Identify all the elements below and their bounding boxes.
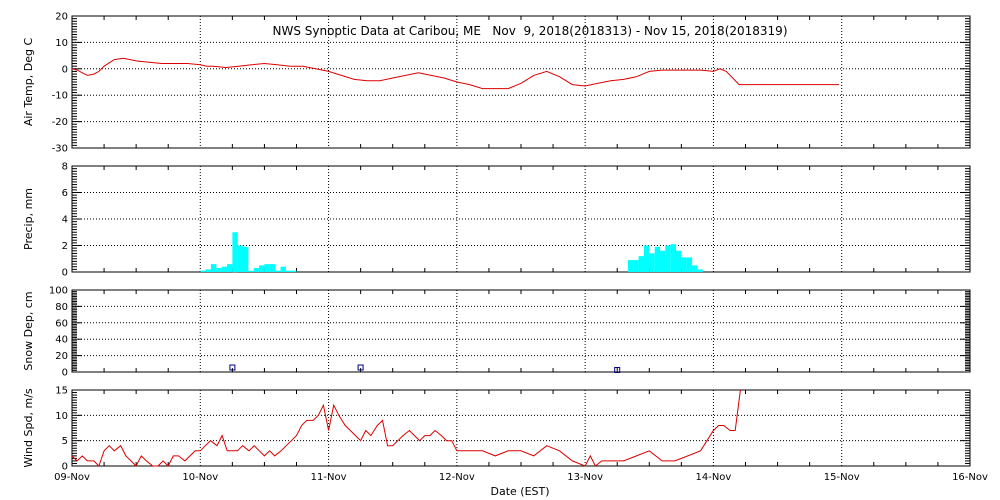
y-tick-label: 5 xyxy=(62,436,68,447)
x-tick-label: 15-Nov xyxy=(824,472,860,483)
precip-bar xyxy=(253,268,260,272)
series-line xyxy=(71,389,741,467)
x-tick-label: 11-Nov xyxy=(311,472,347,483)
precip-bar xyxy=(237,245,244,272)
chart-title: NWS Synoptic Data at Caribou, ME Nov 9, … xyxy=(272,24,787,38)
panel-precip: 0 2 4 6 8 Precip, mm xyxy=(22,162,971,279)
precip-bar xyxy=(200,270,206,272)
x-tick-label: 14-Nov xyxy=(695,472,731,483)
panel-frame xyxy=(71,389,971,467)
x-tick-label: 09-Nov xyxy=(54,472,90,483)
y-axis-title: Wind Spd, m/s xyxy=(22,388,35,468)
snow-depth-point xyxy=(229,364,236,371)
y-tick-label: 0 xyxy=(62,64,68,75)
chart-panels: -30 -20 -10 0 10 20 Air Temp, Deg C 0 2 4 6 8 Precip… xyxy=(22,12,988,484)
y-axis-title: Precip, mm xyxy=(22,188,35,250)
precip-bar xyxy=(285,270,292,272)
precip-bar xyxy=(275,270,281,272)
y-tick-label: 2 xyxy=(62,241,68,252)
panel-frame xyxy=(71,289,971,373)
y-tick-label: 20 xyxy=(55,12,68,23)
precip-bar xyxy=(665,245,671,272)
precip-bar xyxy=(232,232,238,273)
panel-snow: 0 20 40 60 80 100 Snow Dep, cm xyxy=(22,286,971,379)
y-tick-label: 20 xyxy=(55,351,68,362)
precip-bar xyxy=(681,257,687,272)
precip-bar xyxy=(248,270,254,272)
precip-bar xyxy=(638,256,644,272)
precip-bar xyxy=(280,266,286,272)
x-tick-label: 12-Nov xyxy=(439,472,475,483)
panel-temp: -30 -20 -10 0 10 20 Air Temp, Deg C xyxy=(22,12,971,155)
y-tick-label: 60 xyxy=(55,318,68,329)
precip-bar xyxy=(633,260,639,272)
precip-bar xyxy=(291,270,297,272)
y-tick-label: 10 xyxy=(55,411,68,422)
precip-bar xyxy=(649,253,655,272)
precip-bar xyxy=(227,264,233,272)
snow-depth-point xyxy=(357,364,364,371)
precip-bar xyxy=(205,269,212,272)
precip-bar xyxy=(686,257,693,272)
x-tick-label: 16-Nov xyxy=(952,472,988,483)
precip-bar xyxy=(643,245,650,272)
y-tick-label: 15 xyxy=(55,386,68,397)
x-axis-title: Date (EST) xyxy=(490,485,549,498)
y-tick-label: -10 xyxy=(52,91,68,102)
x-tick-label: 10-Nov xyxy=(182,472,218,483)
y-tick-label: 0 xyxy=(62,368,68,379)
x-tick-label: 13-Nov xyxy=(567,472,603,483)
precip-bar xyxy=(697,269,703,272)
precip-bar xyxy=(659,250,666,272)
y-tick-label: 4 xyxy=(62,215,68,226)
y-tick-label: 40 xyxy=(55,335,68,346)
precip-bar xyxy=(692,265,698,272)
precip-bar xyxy=(216,268,222,272)
panel-frame xyxy=(71,165,971,273)
y-tick-label: 0 xyxy=(62,462,68,473)
y-tick-label: -30 xyxy=(52,144,68,155)
y-tick-label: 80 xyxy=(55,302,68,313)
precip-bar xyxy=(676,250,682,272)
y-axis-title: Air Temp, Deg C xyxy=(22,38,35,127)
y-tick-label: -20 xyxy=(52,117,68,128)
y-tick-label: 100 xyxy=(49,286,68,297)
y-tick-label: 10 xyxy=(55,38,68,49)
precip-bar xyxy=(670,244,677,272)
precip-bar xyxy=(269,264,276,272)
precip-bar xyxy=(221,266,228,272)
precip-bar xyxy=(264,264,270,272)
precip-bar xyxy=(210,264,217,272)
precip-bar xyxy=(627,260,634,272)
precip-bar xyxy=(654,246,661,272)
precip-bar xyxy=(259,265,265,272)
panel-wind: 0 5 10 15 Wind Spd, m/s xyxy=(22,386,971,473)
snow-depth-point xyxy=(614,367,621,373)
y-tick-label: 0 xyxy=(62,268,68,279)
y-tick-label: 8 xyxy=(62,162,68,173)
precip-bar xyxy=(243,246,249,272)
series-line xyxy=(71,57,840,90)
y-tick-label: 6 xyxy=(62,188,68,199)
y-axis-title: Snow Dep, cm xyxy=(22,291,35,370)
